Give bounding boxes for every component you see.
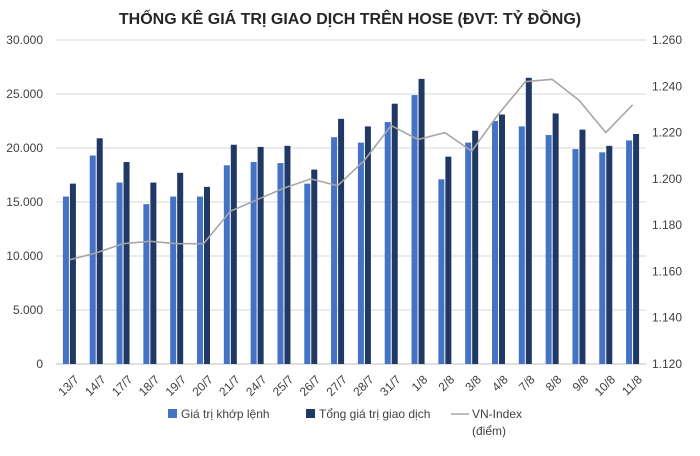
bar-khop-lenh (572, 149, 578, 364)
legend-swatch-khop-lenh (168, 409, 177, 418)
bar-tong-giao-dich (150, 183, 156, 364)
x-tick-label: 4/8 (489, 372, 511, 394)
bar-tong-giao-dich (579, 130, 585, 364)
right-tick-label: 1.120 (652, 357, 682, 371)
x-tick-label: 17/7 (109, 372, 136, 399)
x-tick-label: 7/8 (516, 372, 538, 394)
bar-khop-lenh (90, 156, 96, 364)
bar-tong-giao-dich (365, 126, 371, 364)
bars (63, 78, 639, 364)
x-tick-label: 20/7 (189, 372, 216, 399)
right-axis: 1.120 1.140 1.160 1.180 1.200 1.220 1.240 1.260 (652, 33, 682, 371)
bar-khop-lenh (385, 122, 391, 364)
bar-tong-giao-dich (177, 173, 183, 364)
bar-tong-giao-dich (472, 131, 478, 364)
bar-khop-lenh (438, 179, 444, 364)
x-tick-label: 21/7 (216, 372, 243, 399)
bar-tong-giao-dich (553, 113, 559, 364)
bar-tong-giao-dich (392, 104, 398, 364)
bar-tong-giao-dich (338, 119, 344, 364)
right-tick-label: 1.200 (652, 172, 682, 186)
right-tick-label: 1.260 (652, 33, 682, 47)
legend-label-vn-index-unit: (điểm) (472, 424, 506, 438)
chart-title: THỐNG KÊ GIÁ TRỊ GIAO DỊCH TRÊN HOSE (ĐV… (119, 8, 581, 28)
bar-tong-giao-dich (70, 184, 76, 364)
x-tick-label: 10/8 (592, 372, 619, 399)
legend: Giá trị khớp lệnh Tổng giá trị giao dịch V… (168, 407, 522, 438)
bar-khop-lenh (224, 165, 230, 364)
left-tick-label: 20.000 (6, 141, 43, 155)
bar-tong-giao-dich (124, 162, 130, 364)
bar-khop-lenh (63, 197, 69, 364)
legend-label-khop-lenh: Giá trị khớp lệnh (181, 407, 270, 421)
bar-tong-giao-dich (445, 157, 451, 364)
left-tick-label: 15.000 (6, 195, 43, 209)
bar-khop-lenh (331, 137, 337, 364)
bar-khop-lenh (277, 163, 283, 364)
x-tick-label: 2/8 (436, 372, 458, 394)
left-tick-label: 10.000 (6, 249, 43, 263)
right-tick-label: 1.140 (652, 311, 682, 325)
bar-tong-giao-dich (311, 170, 317, 364)
bar-tong-giao-dich (499, 115, 505, 364)
x-tick-label: 1/8 (409, 372, 431, 394)
bar-tong-giao-dich (606, 146, 612, 364)
right-tick-label: 1.180 (652, 218, 682, 232)
bar-khop-lenh (251, 162, 257, 364)
bar-tong-giao-dich (633, 134, 639, 364)
right-tick-label: 1.240 (652, 79, 682, 93)
bar-tong-giao-dich (258, 147, 264, 364)
left-axis: 0 5.000 10.000 15.000 20.000 25.000 30.000 (6, 33, 43, 371)
x-tick-label: 9/8 (570, 372, 592, 394)
x-tick-label: 11/8 (619, 372, 645, 398)
left-tick-label: 25.000 (6, 87, 43, 101)
x-tick-label: 28/7 (350, 372, 377, 399)
bar-khop-lenh (599, 152, 605, 364)
bar-khop-lenh (546, 135, 552, 364)
x-tick-label: 8/8 (543, 372, 565, 394)
legend-swatch-tong-giao-dich (306, 409, 315, 418)
bar-khop-lenh (197, 197, 203, 364)
bar-khop-lenh (626, 140, 632, 364)
right-tick-label: 1.160 (652, 264, 682, 278)
x-tick-label: 31/7 (377, 372, 404, 399)
bar-khop-lenh (170, 197, 176, 364)
x-tick-label: 3/8 (462, 372, 484, 394)
x-tick-label: 14/7 (82, 372, 109, 399)
x-tick-label: 27/7 (324, 372, 351, 399)
left-tick-label: 30.000 (6, 33, 43, 47)
bar-khop-lenh (465, 143, 471, 364)
bar-khop-lenh (412, 95, 418, 364)
left-tick-label: 0 (36, 357, 43, 371)
right-tick-label: 1.220 (652, 126, 682, 140)
bar-tong-giao-dich (419, 79, 425, 364)
bar-tong-giao-dich (526, 78, 532, 364)
x-tick-label: 13/7 (55, 372, 82, 399)
bar-khop-lenh (492, 121, 498, 364)
bar-khop-lenh (304, 184, 310, 364)
bar-khop-lenh (143, 204, 149, 364)
left-tick-label: 5.000 (13, 303, 43, 317)
bar-tong-giao-dich (204, 187, 210, 364)
x-tick-label: 26/7 (297, 372, 324, 399)
x-tick-label: 25/7 (270, 372, 297, 399)
legend-label-tong-giao-dich: Tổng giá trị giao dịch (319, 407, 430, 421)
bar-khop-lenh (519, 126, 525, 364)
bar-khop-lenh (117, 183, 123, 364)
legend-label-vn-index: VN-Index (472, 407, 522, 421)
x-tick-label: 19/7 (163, 372, 190, 399)
x-tick-label: 24/7 (243, 372, 270, 399)
bar-khop-lenh (358, 143, 364, 364)
x-tick-label: 18/7 (136, 372, 163, 399)
bar-tong-giao-dich (231, 145, 237, 364)
bar-tong-giao-dich (284, 146, 290, 364)
